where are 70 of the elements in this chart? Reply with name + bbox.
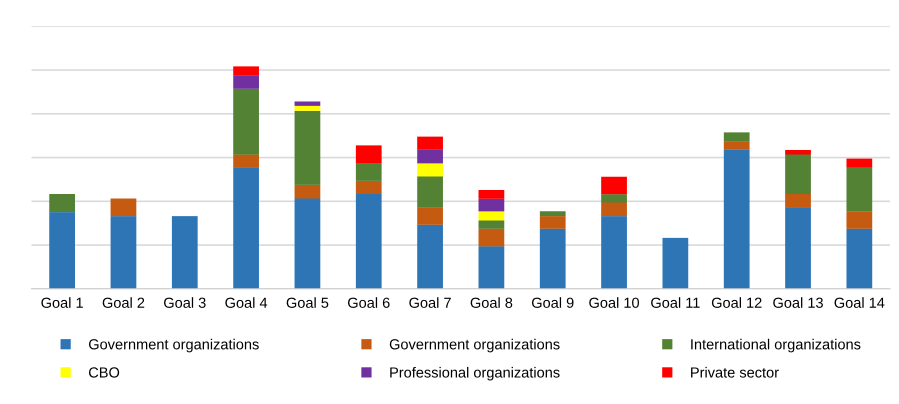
bar [110,216,136,289]
bar [417,207,443,225]
x-tick-label: Goal 10 [589,297,640,308]
bar [233,154,259,168]
bar [785,150,811,154]
bar [846,158,872,168]
bar [785,207,811,289]
bar [846,211,872,229]
bar [540,211,566,216]
x-tick-label: Goal 13 [773,297,823,308]
bar [540,216,566,229]
x-tick-label: Goal 4 [225,297,268,308]
x-tick-label: Goal 8 [470,297,512,308]
bar [846,168,872,212]
legend-label: Private sector [691,366,779,378]
bar [478,190,504,199]
x-tick-label: Goal 11 [651,297,700,308]
bar [294,101,320,106]
bar [49,212,76,289]
x-tick-label: Goal 9 [532,297,574,308]
bar [294,198,320,289]
bar [417,136,443,150]
x-tick-label: Goal 12 [712,297,762,308]
bar [724,132,750,142]
x-tick-label: Goal 2 [102,297,144,308]
bar [601,176,627,194]
x-tick-label: Goal 5 [286,297,328,308]
bar [601,194,627,203]
legend-label: International organizations [691,338,860,352]
bar [233,167,259,289]
x-tick-label: Goal 1 [41,297,83,308]
x-tick-label: Goal 7 [409,297,451,308]
bar [417,150,443,164]
bar [172,216,198,289]
bar [540,228,566,289]
bar [785,154,811,194]
bar [417,224,443,289]
bar [294,106,320,111]
bar [785,194,811,208]
bar [356,163,382,181]
bar [478,228,504,246]
bar [478,246,504,289]
x-tick-label: Goal 3 [164,297,206,308]
legend-label: Professional organizations [390,366,560,381]
x-tick-label: Goal 14 [834,297,884,308]
bar [724,141,750,150]
bar [601,216,627,289]
bar [294,184,320,199]
bar [478,211,504,221]
bar [294,110,320,185]
bar [110,198,136,216]
legend-label: Government organizations [390,338,560,352]
bar [356,145,382,164]
bar [417,163,443,176]
bar [233,75,259,89]
x-tick-label: Goal 6 [348,297,390,308]
bar [233,66,259,76]
bar [417,176,443,208]
bar [49,194,76,212]
bar [356,180,382,194]
legend-label: CBO [88,367,120,378]
bar [601,202,627,216]
bar [846,228,872,289]
bar [662,238,688,289]
bar [724,150,750,289]
legend-label: Government organizations [88,338,259,352]
bar [356,194,382,289]
bar [233,88,259,155]
bar [478,198,504,212]
bar [478,220,504,229]
